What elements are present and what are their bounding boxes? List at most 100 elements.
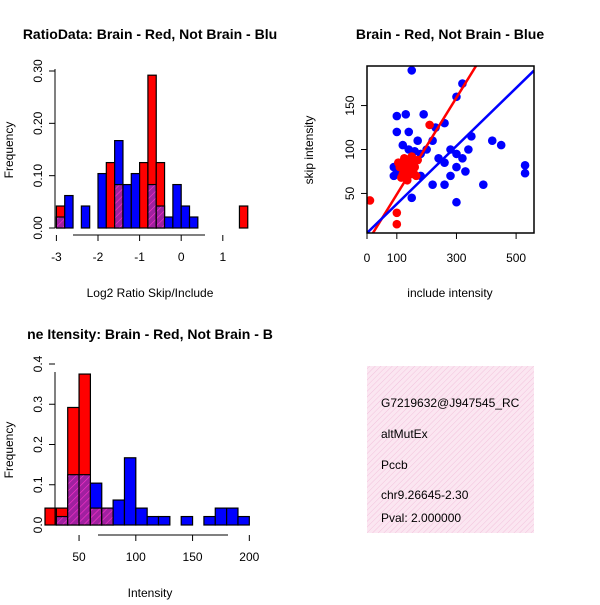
intensity-histogram-bars <box>44 373 250 526</box>
hist-bar-overlap <box>55 216 66 229</box>
not-brain-point <box>452 149 461 159</box>
x-tick-label: -1 <box>134 250 145 264</box>
x-tick-label: 0 <box>364 251 371 265</box>
not-brain-point <box>520 168 530 178</box>
brain-point <box>425 120 434 130</box>
not-brain-point <box>419 110 428 119</box>
not-brain-point <box>496 140 506 150</box>
brain-point <box>398 169 408 179</box>
hist-bar <box>237 515 250 526</box>
hist-bar-overlap <box>101 507 114 526</box>
not-brain-point <box>428 180 437 189</box>
intensity-histogram-y-label: Frequency <box>2 422 16 479</box>
scatter-y-ticks: 50 100 150 <box>343 95 367 200</box>
info-gene-name: Pccb <box>381 458 408 472</box>
hist-bar <box>122 183 132 229</box>
hist-bar <box>238 205 249 229</box>
not-brain-point <box>440 180 449 189</box>
hist-bar <box>112 499 126 526</box>
not-brain-point <box>404 127 414 137</box>
not-brain-point <box>452 162 461 172</box>
not-brain-point <box>392 111 402 121</box>
not-brain-point <box>452 197 461 207</box>
info-event-type: altMutEx <box>381 427 428 441</box>
hist-bar-overlap <box>55 515 69 526</box>
intensity-histogram-x-label: Intensity <box>128 586 173 600</box>
hist-bar <box>123 457 137 526</box>
hist-bar <box>172 183 182 229</box>
hist-bar <box>135 507 148 526</box>
intensity-histogram-title: ne Itensity: Brain - Red, Not Brain - B <box>27 326 273 342</box>
not-brain-point <box>407 66 417 75</box>
not-brain-point <box>520 161 530 170</box>
x-tick-label: 100 <box>387 251 407 265</box>
not-brain-point <box>401 110 411 119</box>
hist-bar <box>188 216 199 229</box>
intensity-histogram: ne Itensity: Brain - Red, Not Brain - B … <box>2 326 273 600</box>
brain-fit-line <box>371 66 478 233</box>
hist-bar <box>163 216 174 229</box>
x-tick-label: 500 <box>506 251 526 265</box>
hist-bar-overlap <box>89 507 103 526</box>
not-brain-point <box>487 136 497 146</box>
y-tick-label: 0.1 <box>31 476 45 493</box>
hist-bar <box>97 172 107 229</box>
x-tick-label: 200 <box>239 550 259 564</box>
hist-bar-overlap <box>147 183 157 229</box>
ratio-histogram-title: RatioData: Brain - Red, Not Brain - Blu <box>23 26 277 42</box>
not-brain-point <box>461 167 470 176</box>
brain-point <box>411 171 421 181</box>
x-tick-label: 100 <box>126 550 146 564</box>
x-tick-label: 300 <box>446 251 466 265</box>
x-tick-label: 50 <box>72 550 86 564</box>
y-tick-label: 0.30 <box>31 59 45 83</box>
intensity-scatter-title: Brain - Red, Not Brain - Blue <box>356 26 544 42</box>
hist-bar <box>226 507 239 526</box>
scatter-x-label: include intensity <box>407 286 492 300</box>
hist-bar-overlap <box>114 183 124 229</box>
y-tick-label: 0.2 <box>31 436 45 453</box>
not-brain-point <box>479 180 488 189</box>
ratio-histogram-y-label: Frequency <box>2 122 16 179</box>
not-brain-point <box>407 193 417 203</box>
intensity-scatter: Brain - Red, Not Brain - Blue 0 100 300 500… <box>302 26 544 300</box>
hist-bar-overlap <box>78 474 92 526</box>
not-brain-fit-line <box>367 69 534 233</box>
ratio-histogram-y-ticks: 0.00 0.10 0.20 0.30 <box>31 59 55 240</box>
brain-point <box>394 158 403 167</box>
hist-bar <box>214 507 228 526</box>
x-tick-label: 150 <box>183 550 203 564</box>
hist-bar <box>130 172 141 229</box>
brain-point <box>392 219 402 229</box>
hist-bar <box>180 205 191 229</box>
x-tick-label: 1 <box>219 250 226 264</box>
y-tick-label: 50 <box>343 186 357 200</box>
hist-bar-overlap <box>67 474 80 526</box>
y-tick-label: 100 <box>343 139 357 159</box>
x-tick-label: -2 <box>93 250 104 264</box>
y-tick-label: 0.3 <box>31 396 45 413</box>
hist-bar <box>157 515 171 526</box>
hist-bar <box>80 205 91 229</box>
not-brain-point <box>464 145 473 154</box>
y-tick-label: 0.20 <box>31 111 45 135</box>
scatter-plot-area <box>367 66 534 233</box>
not-brain-point <box>389 171 399 181</box>
not-brain-point <box>392 127 402 137</box>
info-panel-background <box>367 366 534 533</box>
not-brain-point <box>446 171 455 181</box>
scatter-x-ticks: 0 100 300 500 <box>364 233 526 265</box>
hist-bar <box>146 515 160 526</box>
not-brain-point <box>458 153 467 163</box>
hist-bar <box>180 515 194 526</box>
scatter-layer <box>367 66 534 233</box>
hist-bar <box>203 515 216 526</box>
info-pval: Pval: 2.000000 <box>381 511 461 525</box>
not-brain-point <box>413 136 422 146</box>
brain-point <box>367 196 375 205</box>
y-tick-label: 0.10 <box>31 164 45 188</box>
intensity-histogram-y-ticks: 0.0 0.1 0.2 0.3 0.4 <box>31 355 55 533</box>
y-tick-label: 150 <box>343 95 357 115</box>
info-probe-id: G7219632@J947545_RC <box>381 396 520 410</box>
